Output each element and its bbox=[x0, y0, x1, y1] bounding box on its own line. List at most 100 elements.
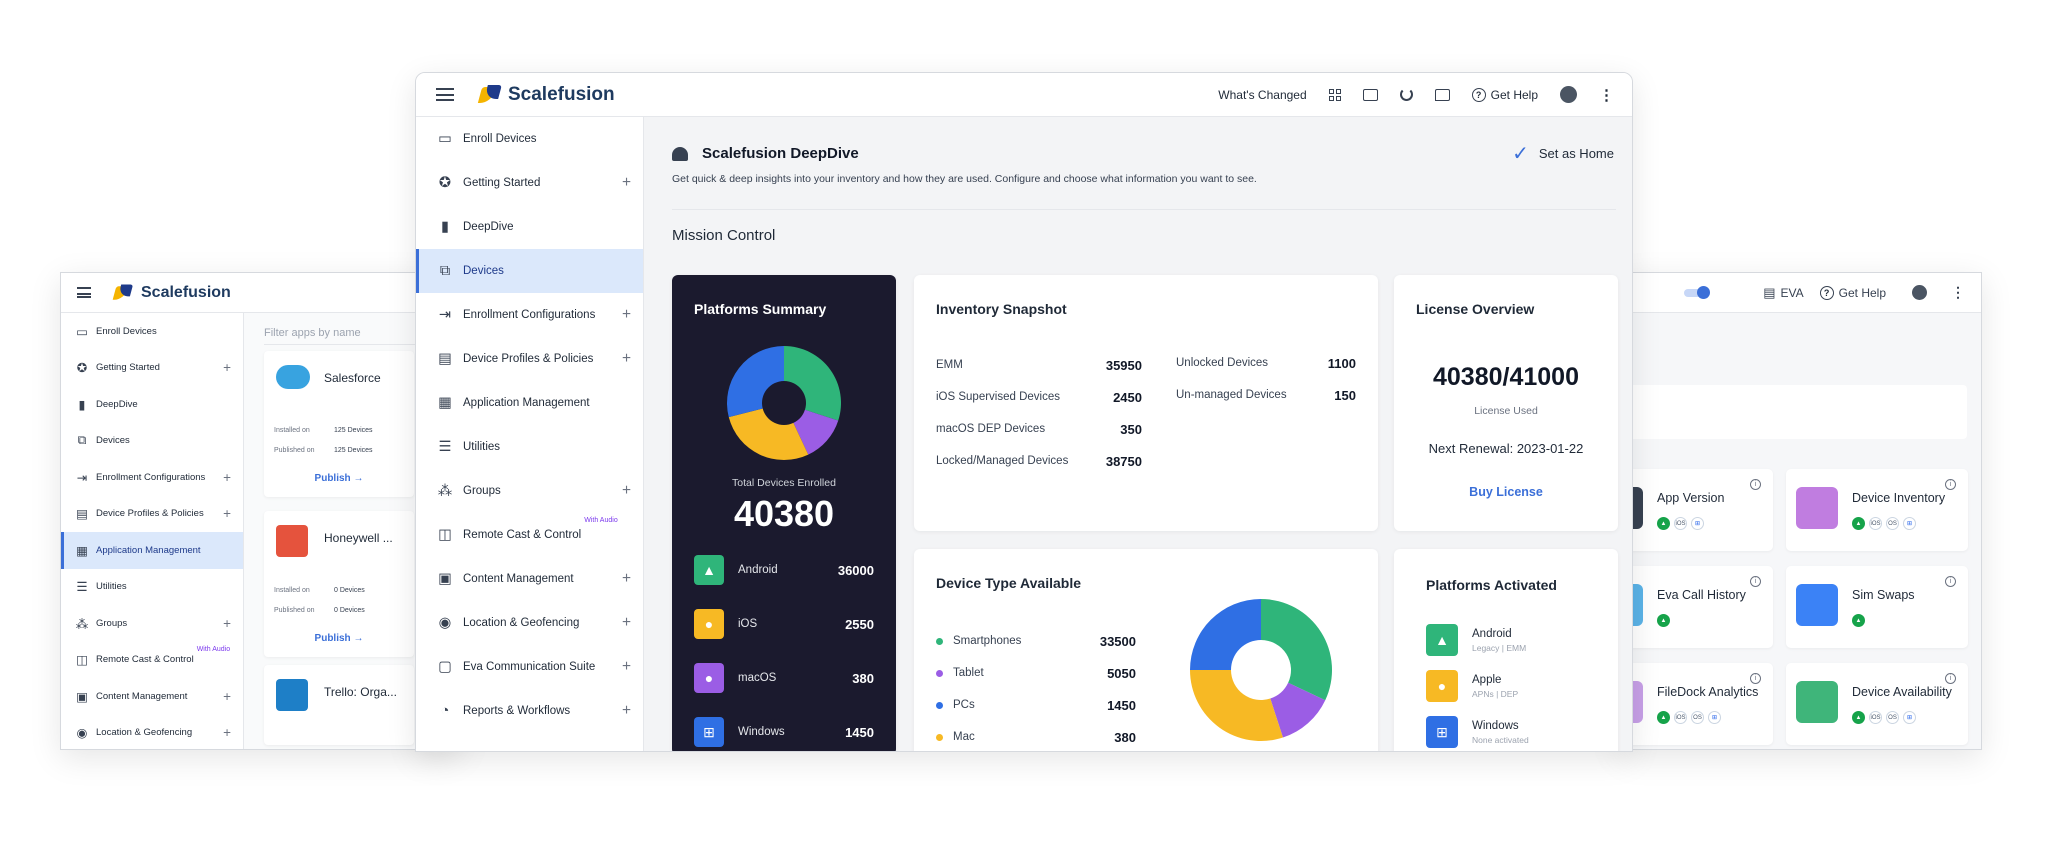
license-used-label: License Used bbox=[1474, 405, 1538, 417]
expand-plus-icon[interactable]: + bbox=[621, 614, 631, 631]
menu-icon[interactable] bbox=[77, 287, 91, 298]
sidebar-item-enrollment-configurations[interactable]: ⇥ Enrollment Configurations + bbox=[61, 459, 243, 496]
info-icon[interactable]: i bbox=[1750, 479, 1761, 490]
inventory-value: 2450 bbox=[1113, 389, 1142, 405]
left-sidebar: ▭ Enroll Devices ✪ Getting Started + ▮ DeepDiv… bbox=[61, 313, 244, 749]
sidebar-item-location-geofencing[interactable]: ◉ Location & Geofencing + bbox=[416, 601, 643, 645]
expand-plus-icon[interactable]: + bbox=[621, 174, 631, 191]
sidebar-item-badge: With Audio bbox=[196, 645, 231, 653]
app-card[interactable]: Trello: Orga... bbox=[264, 665, 414, 745]
expand-plus-icon[interactable]: + bbox=[223, 688, 231, 704]
info-icon[interactable]: i bbox=[1945, 576, 1956, 587]
installed-label: Installed on bbox=[274, 587, 310, 594]
expand-plus-icon[interactable]: + bbox=[621, 306, 631, 323]
get-help-label[interactable]: Get Help bbox=[1838, 285, 1886, 300]
info-icon[interactable]: i bbox=[1945, 479, 1956, 490]
info-icon[interactable]: i bbox=[1750, 576, 1761, 587]
sidebar-item-enroll-devices[interactable]: ▭ Enroll Devices bbox=[61, 313, 243, 350]
get-help-link[interactable]: Get Help bbox=[1490, 87, 1538, 102]
expand-plus-icon[interactable]: + bbox=[223, 469, 231, 485]
expand-plus-icon[interactable]: + bbox=[223, 725, 231, 741]
sidebar-item-device-profiles-policies[interactable]: ▤ Device Profiles & Policies + bbox=[416, 337, 643, 381]
cast-icon[interactable] bbox=[1362, 88, 1378, 101]
expand-plus-icon[interactable]: + bbox=[223, 506, 231, 522]
tile-title: Device Availability bbox=[1852, 685, 1952, 699]
user-avatar-icon[interactable] bbox=[1912, 285, 1927, 300]
sidebar-item-deepdive[interactable]: ▮ DeepDive bbox=[416, 205, 643, 249]
set-as-home-label: Set as Home bbox=[1538, 146, 1614, 161]
filter-apps-input[interactable]: Filter apps by name bbox=[264, 323, 445, 345]
sidebar-item-label: Eva Communication Suite bbox=[463, 661, 596, 673]
published-label: Published on bbox=[274, 607, 315, 614]
sidebar-item-devices[interactable]: ⧉ Devices bbox=[61, 423, 243, 460]
inventory-row: macOS DEP Devices 350 bbox=[936, 413, 1142, 445]
refresh-icon[interactable] bbox=[1399, 88, 1413, 101]
sidebar-item-enroll-devices[interactable]: ▭ Enroll Devices bbox=[416, 117, 643, 161]
tile-icon bbox=[1796, 584, 1838, 626]
info-icon[interactable]: i bbox=[1945, 673, 1956, 684]
activated-platform-row: ⊞ Windows None activated bbox=[1426, 709, 1529, 751]
sidebar-item-utilities[interactable]: ☰ Utilities bbox=[61, 569, 243, 606]
sidebar-item-device-profiles-policies[interactable]: ▤ Device Profiles & Policies + bbox=[61, 496, 243, 533]
sidebar-item-label: Device Profiles & Policies bbox=[96, 508, 204, 520]
sidebar-item-deepdive[interactable]: ▮ DeepDive bbox=[61, 386, 243, 423]
publish-button[interactable]: Publish → bbox=[314, 633, 364, 644]
sidebar-item-enrollment-configurations[interactable]: ⇥ Enrollment Configurations + bbox=[416, 293, 643, 337]
more-vertical-icon[interactable]: ⋮ bbox=[1951, 284, 1965, 300]
sidebar-item-content-management[interactable]: ▣ Content Management + bbox=[61, 678, 243, 715]
expand-plus-icon[interactable]: + bbox=[621, 658, 631, 675]
sidebar-item-groups[interactable]: ⁂ Groups + bbox=[416, 469, 643, 513]
sidebar-item-getting-started[interactable]: ✪ Getting Started + bbox=[416, 161, 643, 205]
sidebar-item-content-management[interactable]: ▣ Content Management + bbox=[416, 557, 643, 601]
report-tile[interactable]: Eva Call History i ▲ bbox=[1621, 566, 1773, 648]
sidebar-item-utilities[interactable]: ☰ Utilities bbox=[416, 425, 643, 469]
report-tile[interactable]: Sim Swaps i ▲ bbox=[1786, 566, 1968, 648]
report-tile[interactable]: Device Inventory i ▲ iOS OS ⊞ bbox=[1786, 469, 1968, 551]
toggle-switch[interactable] bbox=[1684, 285, 1711, 299]
app-card[interactable]: Salesforce Installed on 125 Devices Publish… bbox=[264, 351, 414, 497]
expand-plus-icon[interactable]: + bbox=[223, 615, 231, 631]
info-icon[interactable]: i bbox=[1750, 673, 1761, 684]
expand-plus-icon[interactable]: + bbox=[621, 570, 631, 587]
grid-icon[interactable] bbox=[1328, 88, 1341, 101]
expand-plus-icon[interactable]: + bbox=[621, 350, 631, 367]
app-card[interactable]: Honeywell ... Installed on 0 Devices Publis… bbox=[264, 511, 414, 657]
expand-plus-icon[interactable]: + bbox=[223, 360, 231, 376]
set-as-home-button[interactable]: ✓ Set as Home bbox=[1512, 141, 1614, 166]
chat-icon[interactable] bbox=[1434, 88, 1450, 101]
eva-label[interactable]: EVA bbox=[1780, 285, 1804, 300]
report-tile[interactable]: Device Availability i ▲ iOS OS ⊞ bbox=[1786, 663, 1968, 745]
user-avatar-icon[interactable] bbox=[1560, 86, 1577, 103]
card-title: Device Type Available bbox=[936, 575, 1081, 591]
help-icon[interactable]: ? bbox=[1471, 87, 1486, 102]
sidebar-item-application-management[interactable]: ▦ Application Management bbox=[61, 532, 243, 569]
report-tile[interactable]: App Version i ▲ iOS ⊞ bbox=[1621, 469, 1773, 551]
chat-icon[interactable]: ▤ bbox=[1763, 284, 1776, 300]
report-tile[interactable]: FileDock Analytics i ▲ iOS OS ⊞ bbox=[1621, 663, 1773, 745]
sidebar-item-remote-cast-control[interactable]: ◫ Remote Cast & Control With Audio bbox=[61, 642, 243, 679]
sidebar-item-location-geofencing[interactable]: ◉ Location & Geofencing + bbox=[61, 715, 243, 750]
sidebar-item-devices[interactable]: ⧉ Devices bbox=[416, 249, 643, 293]
device-type-value: 5050 bbox=[1107, 665, 1136, 681]
help-icon[interactable]: ? bbox=[1819, 285, 1834, 300]
publish-button[interactable]: Publish → bbox=[314, 473, 364, 484]
left-topbar: Scalefusion bbox=[61, 273, 459, 313]
sidebar-item-reports-workflows[interactable]: ◔ Reports & Workflows + bbox=[416, 689, 643, 733]
sidebar-item-getting-started[interactable]: ✪ Getting Started + bbox=[61, 350, 243, 387]
sidebar-item-remote-cast-control[interactable]: ◫ Remote Cast & Control With Audio bbox=[416, 513, 643, 557]
platforms-activated-card: Platforms Activated ▲ Android Legacy | EMM… bbox=[1394, 549, 1618, 751]
buy-license-link[interactable]: Buy License bbox=[1469, 485, 1543, 499]
whats-changed-link[interactable]: What's Changed bbox=[1218, 87, 1307, 102]
platform-badges: ▲ bbox=[1657, 614, 1674, 627]
license-count: 40380/41000 bbox=[1433, 363, 1579, 391]
platform-status: Legacy | EMM bbox=[1472, 642, 1527, 653]
sidebar-item-application-management[interactable]: ▦ Application Management bbox=[416, 381, 643, 425]
expand-plus-icon[interactable]: + bbox=[621, 482, 631, 499]
device-type-value: 1450 bbox=[1107, 697, 1136, 713]
sidebar-item-eva-communication-suite[interactable]: ▢ Eva Communication Suite + bbox=[416, 645, 643, 689]
sidebar-item-groups[interactable]: ⁂ Groups + bbox=[61, 605, 243, 642]
more-vertical-icon[interactable]: ⋮ bbox=[1599, 86, 1614, 104]
expand-plus-icon[interactable]: + bbox=[621, 702, 631, 719]
menu-icon[interactable] bbox=[436, 88, 454, 101]
sidebar-item-label: Reports & Workflows bbox=[463, 705, 571, 717]
